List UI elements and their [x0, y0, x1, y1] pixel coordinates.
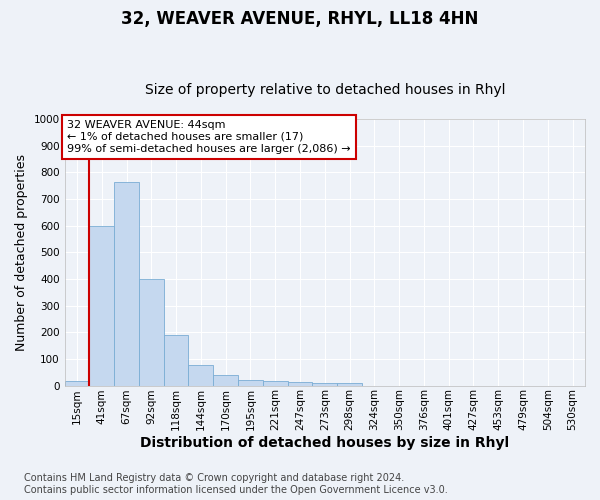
- Text: 32, WEAVER AVENUE, RHYL, LL18 4HN: 32, WEAVER AVENUE, RHYL, LL18 4HN: [121, 10, 479, 28]
- Bar: [287, 382, 313, 386]
- Text: Contains HM Land Registry data © Crown copyright and database right 2024.
Contai: Contains HM Land Registry data © Crown c…: [24, 474, 448, 495]
- Bar: [238, 380, 263, 386]
- Bar: [139, 279, 164, 386]
- Bar: [188, 365, 213, 386]
- Bar: [313, 383, 337, 386]
- Bar: [213, 375, 238, 386]
- X-axis label: Distribution of detached houses by size in Rhyl: Distribution of detached houses by size …: [140, 436, 509, 450]
- Bar: [263, 380, 287, 386]
- Y-axis label: Number of detached properties: Number of detached properties: [15, 154, 28, 351]
- Title: Size of property relative to detached houses in Rhyl: Size of property relative to detached ho…: [145, 83, 505, 97]
- Text: 32 WEAVER AVENUE: 44sqm
← 1% of detached houses are smaller (17)
99% of semi-det: 32 WEAVER AVENUE: 44sqm ← 1% of detached…: [67, 120, 351, 154]
- Bar: [114, 182, 139, 386]
- Bar: [65, 381, 89, 386]
- Bar: [337, 384, 362, 386]
- Bar: [89, 226, 114, 386]
- Bar: [164, 335, 188, 386]
